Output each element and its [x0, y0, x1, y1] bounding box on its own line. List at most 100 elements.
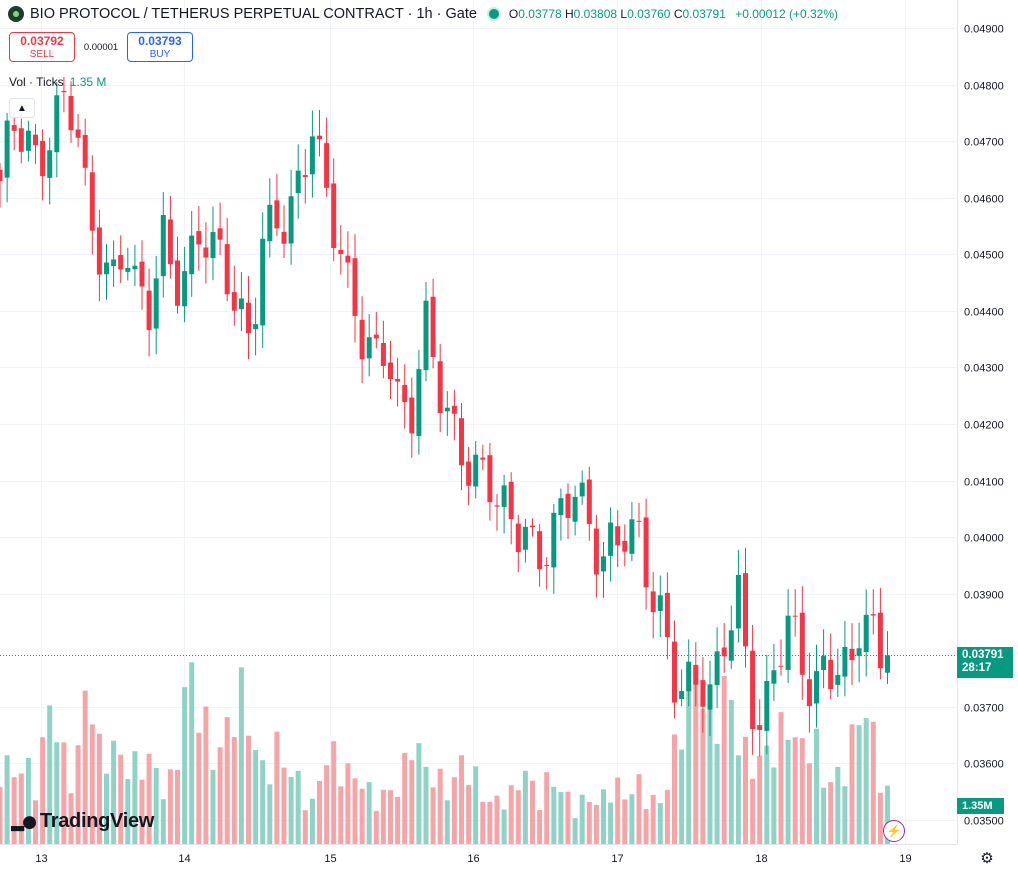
candle-body [33, 134, 38, 146]
volume-bar [806, 763, 812, 844]
candle-body [75, 129, 81, 138]
settings-button[interactable]: ⚙ [978, 849, 996, 867]
candle-body [842, 646, 848, 677]
volume-bar [885, 785, 890, 844]
volume-bar [345, 763, 351, 844]
volume-bar [743, 736, 748, 844]
volume-bar [459, 755, 464, 844]
candle-body [608, 522, 614, 556]
candle-body [721, 647, 727, 657]
volume-bar [593, 805, 599, 844]
candlesticks [0, 76, 890, 757]
collapse-legend-button[interactable]: ▲ [9, 98, 35, 118]
candle-body [111, 259, 117, 267]
candle-body [309, 136, 315, 175]
volume-bar [210, 769, 216, 844]
volume-bars [0, 662, 890, 844]
candle-body [345, 255, 351, 263]
volume-legend[interactable]: Vol · Ticks 1.35 M [9, 75, 106, 89]
volume-bar [792, 737, 798, 844]
tradingview-logo-icon: ▂● [11, 811, 37, 832]
candle-body [182, 271, 188, 307]
lightning-icon: ⚡ [886, 824, 902, 838]
candle-body [728, 630, 734, 661]
candle-body [388, 362, 393, 380]
gear-icon: ⚙ [980, 850, 994, 867]
candle-body [572, 496, 578, 522]
candle-body [167, 219, 173, 265]
volume-bar [409, 760, 415, 844]
candle-body [643, 517, 649, 588]
volume-bar [863, 718, 869, 844]
volume-bar [849, 724, 855, 844]
candle-body [338, 249, 344, 254]
high-value: 0.03808 [573, 7, 618, 21]
candle-body [11, 125, 17, 131]
volume-bar [494, 795, 500, 844]
volume-bar [295, 770, 301, 844]
price-tick-label: 0.03600 [964, 759, 1004, 771]
candle-body [444, 407, 450, 412]
time-tick-label: 17 [611, 853, 623, 865]
time-tick-label: 15 [324, 853, 336, 865]
candle-body [849, 648, 855, 661]
volume-bar [693, 668, 699, 844]
volume-bar [366, 782, 372, 844]
volume-bar [203, 706, 209, 844]
lightning-button[interactable]: ⚡ [883, 820, 905, 842]
volume-legend-value: 1.35 M [69, 75, 107, 89]
candle-body [281, 231, 287, 244]
candle-body [664, 592, 670, 638]
volume-bar [352, 778, 358, 844]
candle-body [125, 267, 131, 272]
candle-body [750, 650, 756, 730]
volume-bar [601, 789, 606, 844]
high-label: H [565, 7, 574, 21]
bio-protocol-logo-icon [8, 6, 24, 22]
candle-body [139, 261, 145, 287]
time-tick-label: 18 [755, 853, 767, 865]
price-tick-label: 0.03900 [964, 590, 1004, 602]
volume-bar [586, 801, 592, 844]
volume-bar [146, 753, 152, 844]
price-tick-label: 0.04100 [964, 477, 1004, 489]
buy-button[interactable]: 0.03793 BUY [127, 32, 193, 62]
candle-body [18, 128, 24, 152]
candle-body [437, 361, 443, 414]
chart-header: BIO PROTOCOL / TETHERUS PERPETUAL CONTRA… [8, 6, 838, 22]
candle-body [451, 405, 457, 414]
candle-body [551, 512, 557, 568]
candle-body [743, 573, 748, 647]
volume-bar [877, 792, 883, 844]
candle-body [302, 175, 308, 178]
volume-bar [615, 777, 621, 844]
candle-body [814, 671, 819, 704]
volume-bar [530, 780, 535, 844]
candle-body [395, 378, 401, 382]
volume-bar [388, 790, 393, 844]
candle-body [778, 665, 784, 667]
tradingview-logo[interactable]: ▂● TradingView [11, 810, 154, 833]
sell-button[interactable]: 0.03792 SELL [9, 32, 75, 62]
candle-body [409, 397, 415, 434]
candle-body [416, 369, 422, 436]
trade-panel: 0.03792 SELL 0.00001 0.03793 BUY [9, 32, 193, 62]
volume-bar [217, 747, 223, 844]
candle-body [82, 134, 88, 168]
volume-bar [828, 782, 834, 844]
candle-body [757, 725, 763, 730]
ohlc-legend: O0.03778 H0.03808 L0.03760 C0.03791 +0.0… [509, 7, 838, 21]
volume-bar [359, 788, 365, 844]
last-price-value: 0.03791 [962, 649, 1004, 661]
candle-body [870, 614, 876, 616]
symbol-title[interactable]: BIO PROTOCOL / TETHERUS PERPETUAL CONTRA… [30, 6, 477, 22]
volume-bar [750, 778, 756, 844]
candle-body [537, 531, 543, 570]
sell-label: SELL [29, 49, 55, 60]
candle-body [146, 290, 152, 331]
candle-body [835, 674, 841, 685]
candle-body [856, 648, 862, 656]
volume-bar [672, 734, 677, 844]
candle-body [593, 528, 599, 575]
